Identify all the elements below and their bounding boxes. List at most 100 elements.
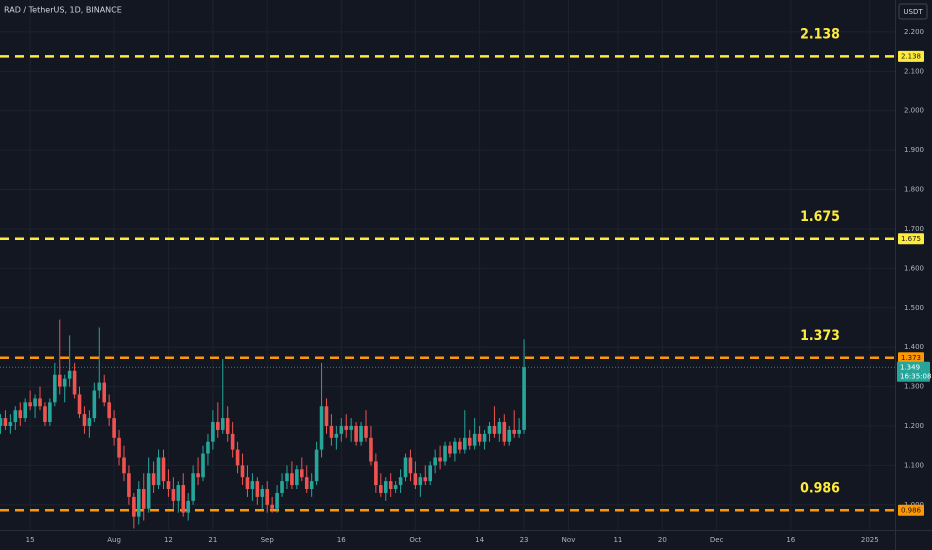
x-tick-label: 21 [208, 536, 217, 544]
candle-body [374, 461, 378, 486]
level-label: 0.986 [800, 480, 840, 496]
y-tick-label: 2.200 [904, 28, 924, 36]
y-tick-label: 1.100 [904, 461, 924, 469]
level-price-tag-label: 1.373 [901, 354, 921, 362]
candle-body [413, 473, 418, 486]
candle-body [77, 394, 82, 415]
x-tick-label: Dec [710, 536, 724, 544]
candle-body [418, 477, 423, 486]
candle-body [43, 406, 47, 423]
candle-body [156, 457, 161, 486]
x-tick-label: 2025 [861, 536, 879, 544]
candle-body [235, 449, 240, 466]
countdown-label: 16:35:08 [900, 372, 931, 380]
candle-body [225, 418, 230, 434]
x-tick-label: Oct [409, 536, 421, 544]
candle-body [319, 406, 324, 450]
candle-body [299, 469, 304, 478]
y-tick-label: 1.600 [904, 264, 924, 272]
candle-body [72, 370, 77, 395]
candle-body [349, 425, 353, 430]
candle-body [255, 481, 260, 497]
candle-body [517, 429, 521, 434]
y-tick-label: 1.300 [904, 383, 924, 391]
candle-body [0, 418, 3, 426]
candle-body [82, 414, 87, 426]
candle-body [428, 465, 433, 482]
last-price-label: 1.349 [900, 363, 920, 371]
currency-box[interactable] [898, 3, 928, 20]
candle-body [482, 433, 487, 442]
candle-body [220, 418, 225, 430]
candle-body [497, 422, 502, 434]
candle-body [393, 485, 398, 490]
candle-body [186, 500, 190, 513]
candle-body [53, 374, 57, 403]
x-tick-label: 15 [26, 536, 35, 544]
candle-body [304, 477, 309, 490]
candle-body [216, 422, 220, 430]
candle-body [334, 433, 339, 438]
candle-body [453, 441, 457, 454]
y-tick-label: 1.800 [904, 186, 924, 194]
candle-body [127, 473, 131, 497]
candle-body [211, 422, 215, 442]
level-price-tag [898, 50, 924, 62]
candle-body [102, 382, 107, 403]
levels: 2.138 1.675 1.373 0.986 [0, 26, 895, 512]
candle-body [512, 429, 516, 434]
candle-body [388, 481, 393, 490]
candle-body [329, 425, 334, 438]
x-tick-label: 23 [520, 536, 529, 544]
candle-body [462, 437, 467, 450]
last-price-tag [897, 361, 930, 382]
y-tick-label: 1.000 [904, 501, 924, 509]
candle-body [201, 453, 205, 478]
candle-body [467, 437, 472, 446]
candle-body [398, 477, 403, 486]
candle-body [245, 477, 250, 490]
level-price-tag [898, 504, 924, 516]
currency[interactable]: USDT [903, 8, 923, 16]
candle-body [309, 481, 314, 490]
candle-body [290, 473, 294, 486]
candle-body [33, 398, 37, 407]
candle-body [3, 418, 8, 426]
x-tick-label: 16 [337, 536, 346, 544]
candle-body [265, 489, 270, 505]
candle-body [423, 477, 428, 482]
level-price-tag-label: 0.986 [901, 506, 922, 514]
level-label: 1.373 [800, 328, 840, 344]
candle-body [141, 489, 146, 509]
level-price-tag [898, 352, 924, 364]
candle-body [270, 504, 274, 509]
candle-body [13, 410, 18, 423]
candle-body [339, 425, 344, 434]
candle-body [196, 473, 200, 478]
y-tick-label: 1.200 [904, 422, 924, 430]
level-price-tag [898, 233, 924, 245]
candle-body [344, 425, 349, 430]
candle-body [146, 473, 151, 509]
candle-body [57, 374, 62, 387]
candle-body [314, 449, 319, 482]
y-tick-label: 1.700 [904, 225, 924, 233]
candle-body [379, 485, 383, 493]
candle-body [443, 445, 447, 462]
candle-body [171, 489, 176, 501]
x-tick-label: 12 [164, 536, 173, 544]
candle-body [522, 367, 526, 430]
candle-body [364, 425, 368, 438]
candle-body [18, 410, 23, 419]
candle-body [458, 441, 462, 450]
level-label: 1.675 [800, 209, 840, 225]
candle-body [383, 481, 388, 493]
y-tick-label: 1.900 [904, 146, 924, 154]
candle-body [151, 473, 156, 486]
candle-body [122, 457, 126, 474]
candle-body [250, 481, 255, 490]
chart-title: RAD / TetherUS, 1D, BINANCE [4, 6, 122, 15]
candle-body [433, 457, 437, 466]
